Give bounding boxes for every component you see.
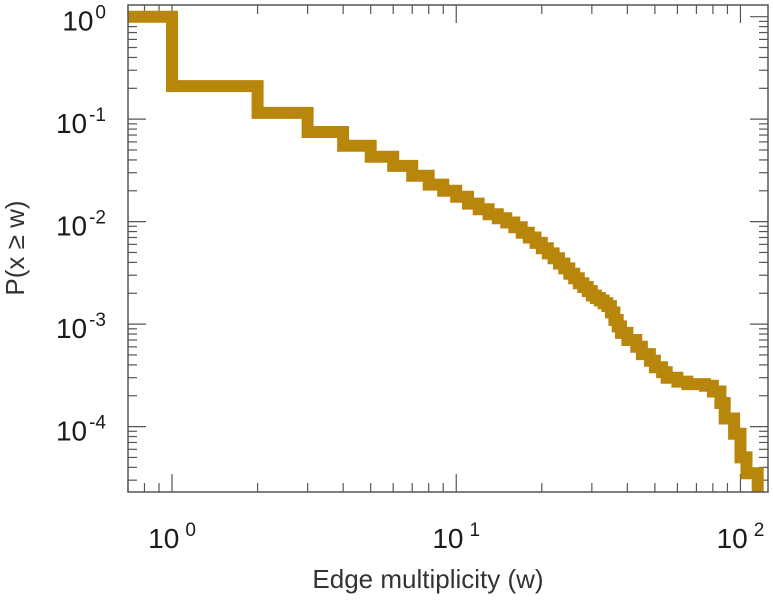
x-axis-title: Edge multiplicity (w) <box>312 564 543 594</box>
y-tick-label: 10 -2 <box>56 208 106 242</box>
x-tick-label: 10 2 <box>717 520 765 554</box>
series-layer <box>128 10 764 492</box>
y-tick-label: 10 0 <box>62 3 106 37</box>
x-tick-label: 10 1 <box>432 520 480 554</box>
y-tick-label: 10 -4 <box>56 413 106 447</box>
x-tick-label: 10 0 <box>148 520 196 554</box>
x-tick-labels: 10 0 10 1 10 2 <box>148 520 764 554</box>
y-axis-title: P(x ≥ w) <box>0 200 30 295</box>
y-tick-label: 10 -1 <box>56 105 106 139</box>
series-line <box>128 10 764 492</box>
axis-ticks <box>127 5 768 492</box>
plot-frame <box>127 4 769 493</box>
y-tick-label: 10 -3 <box>56 310 106 344</box>
